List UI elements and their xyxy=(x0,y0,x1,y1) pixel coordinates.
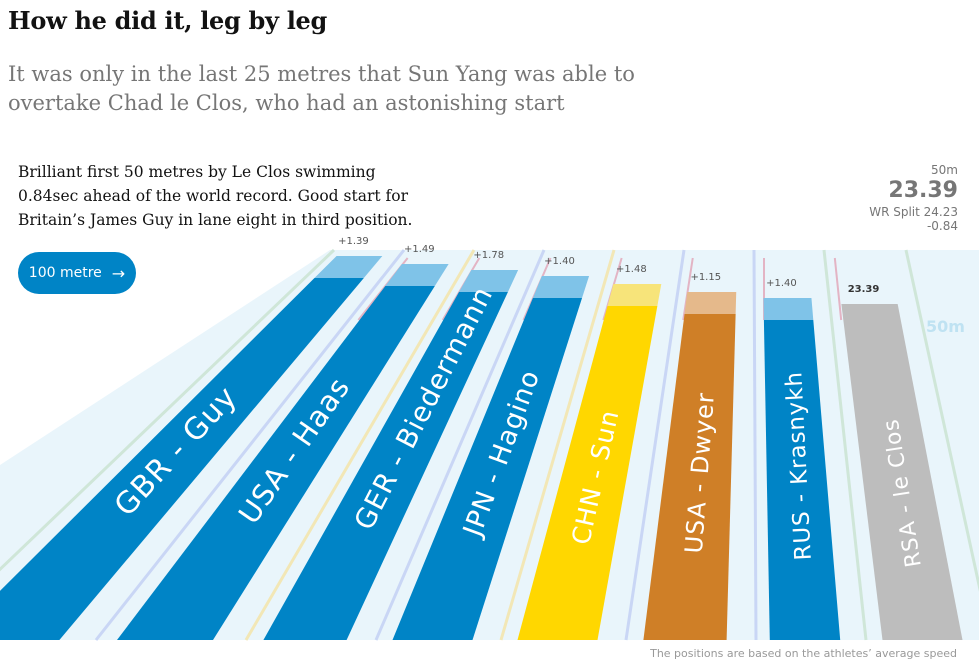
lane-time-label: +1.49 xyxy=(404,244,435,255)
lane-marker xyxy=(833,257,843,321)
lane-rope xyxy=(94,249,406,641)
lane-rope xyxy=(752,249,758,641)
world-record-split: WR Split 24.23 xyxy=(869,205,958,219)
lane-rope xyxy=(904,249,979,592)
split-distance: 50m xyxy=(931,163,958,177)
arrow-right-icon: → xyxy=(111,263,126,283)
lane-bar-body xyxy=(117,286,435,640)
lane-time-label: 23.39 xyxy=(848,284,880,295)
lane-rope xyxy=(374,249,546,641)
lane-bar-tip xyxy=(607,284,662,306)
lane-rope xyxy=(0,248,336,572)
lane-time-label: +1.78 xyxy=(473,250,504,261)
lane-bar-tip xyxy=(841,304,902,326)
lane-bar xyxy=(263,270,519,640)
lane-bar-body xyxy=(392,298,583,640)
lane-bar-body xyxy=(763,320,841,640)
lane-rope xyxy=(244,249,476,641)
lane-bar-tip xyxy=(763,298,814,320)
lane-bar-tip xyxy=(314,256,383,278)
lane-rope xyxy=(822,249,868,641)
lane-bar-body xyxy=(517,306,658,640)
split-stats: 50m 23.39 WR Split 24.23 -0.84 xyxy=(869,163,958,233)
lane-bar xyxy=(763,298,841,640)
lane-bar xyxy=(517,284,662,640)
footnote: The positions are based on the athletes’… xyxy=(650,647,957,660)
lane-time-label: +1.40 xyxy=(544,256,575,267)
lane-time-label: +1.40 xyxy=(766,278,797,289)
lane-bar xyxy=(0,256,383,640)
lane-bar-body xyxy=(844,326,963,640)
lane-bar-tip xyxy=(385,264,449,286)
distance-marker: 50m xyxy=(926,317,965,336)
lane-bar xyxy=(392,276,590,640)
lane-time-label: +1.39 xyxy=(338,236,369,247)
split-leader-time: 23.39 xyxy=(888,178,958,203)
lane-bar-body xyxy=(643,314,736,640)
lane-bar-tip xyxy=(532,276,590,298)
chart-title: How he did it, leg by leg xyxy=(8,6,327,35)
lane-bar xyxy=(643,292,737,640)
next-leg-button[interactable]: 100 metre → xyxy=(18,252,136,294)
lane-bar xyxy=(841,304,963,640)
lane-marker xyxy=(682,257,694,321)
lane-bar-tip xyxy=(684,292,737,314)
lane-time-label: +1.48 xyxy=(616,264,647,275)
world-record-difference: -0.84 xyxy=(926,219,958,233)
chart-subtitle: It was only in the last 25 metres that S… xyxy=(8,62,635,115)
lane-time-label: +1.15 xyxy=(690,272,721,283)
lane-bar xyxy=(117,264,449,640)
lane-rope xyxy=(624,249,686,641)
lane-bar-tip xyxy=(458,270,519,292)
lane-bar-body xyxy=(263,292,508,640)
lane-rope xyxy=(499,249,616,641)
next-leg-label: 100 metre xyxy=(28,265,102,281)
lane-bar-body xyxy=(0,278,364,640)
leg-description: Brilliant first 50 metres by Le Clos swi… xyxy=(18,163,413,229)
